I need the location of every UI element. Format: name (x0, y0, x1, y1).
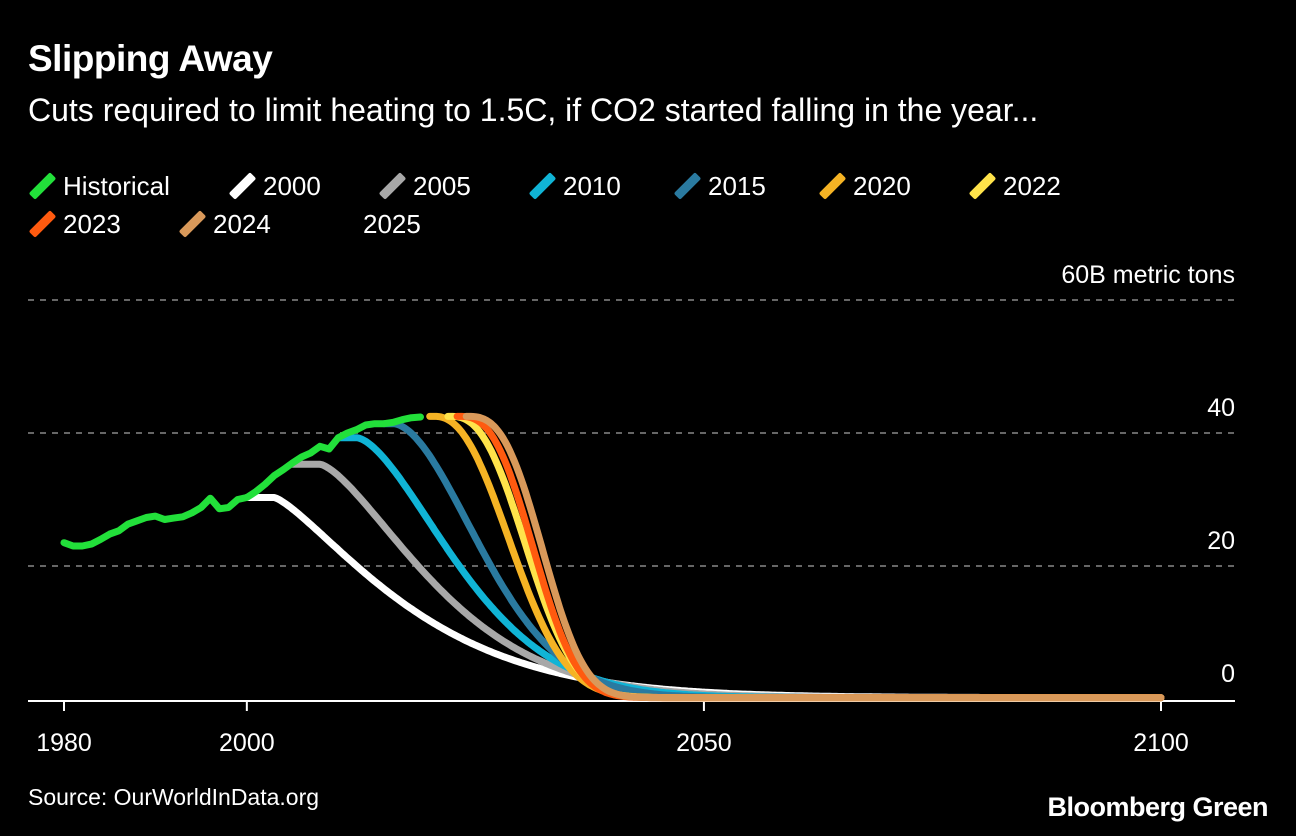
y-tick-label-60: 60B metric tons (1061, 261, 1235, 289)
legend-label-2005: 2005 (413, 170, 471, 201)
x-tick-label-2050: 2050 (676, 729, 732, 757)
legend-label-2025: 2025 (363, 208, 421, 239)
legend-label-2000: 2000 (263, 170, 321, 201)
x-tick-label-1980: 1980 (36, 729, 92, 757)
legend-item-2023: 2023 (28, 206, 121, 242)
legend-label-2015: 2015 (708, 170, 766, 201)
legend-item-2010: 2010 (528, 168, 621, 204)
legend-item-2005: 2005 (378, 168, 471, 204)
legend-label-2024: 2024 (213, 208, 271, 239)
legend-item-2020: 2020 (818, 168, 911, 204)
legend-item-2024: 2024 (178, 206, 271, 242)
legend-label-2023: 2023 (63, 208, 121, 239)
series-line-2024 (462, 412, 1165, 702)
chart-title: Slipping Away (28, 38, 273, 79)
legend-label-historical: Historical (63, 170, 170, 201)
legend-label-2020: 2020 (853, 170, 911, 201)
legend-item-historical: Historical (28, 168, 170, 204)
legend-label-2010: 2010 (563, 170, 621, 201)
series-line-historical (60, 413, 424, 550)
y-tick-label-0: 0 (1221, 660, 1235, 688)
legend-label-2022: 2022 (1003, 170, 1061, 201)
legend-item-2015: 2015 (673, 168, 766, 204)
brand-logo: Bloomberg Green (1047, 792, 1268, 822)
y-tick-label-20: 20 (1207, 527, 1235, 555)
legend-item-2025: 2025 (328, 206, 421, 242)
chart-subtitle: Cuts required to limit heating to 1.5C, … (28, 92, 1039, 128)
gridlines (28, 299, 1235, 567)
legend-item-2000: 2000 (228, 168, 321, 204)
series-line-2005 (289, 460, 1165, 702)
series-line-2010 (334, 434, 1165, 702)
y-tick-label-40: 40 (1207, 394, 1235, 422)
series-lines (60, 412, 1165, 702)
legend-item-2022: 2022 (968, 168, 1061, 204)
source-note: Source: OurWorldInData.org (28, 784, 320, 810)
x-tick-label-2000: 2000 (219, 729, 275, 757)
x-tick-label-2100: 2100 (1133, 729, 1189, 757)
